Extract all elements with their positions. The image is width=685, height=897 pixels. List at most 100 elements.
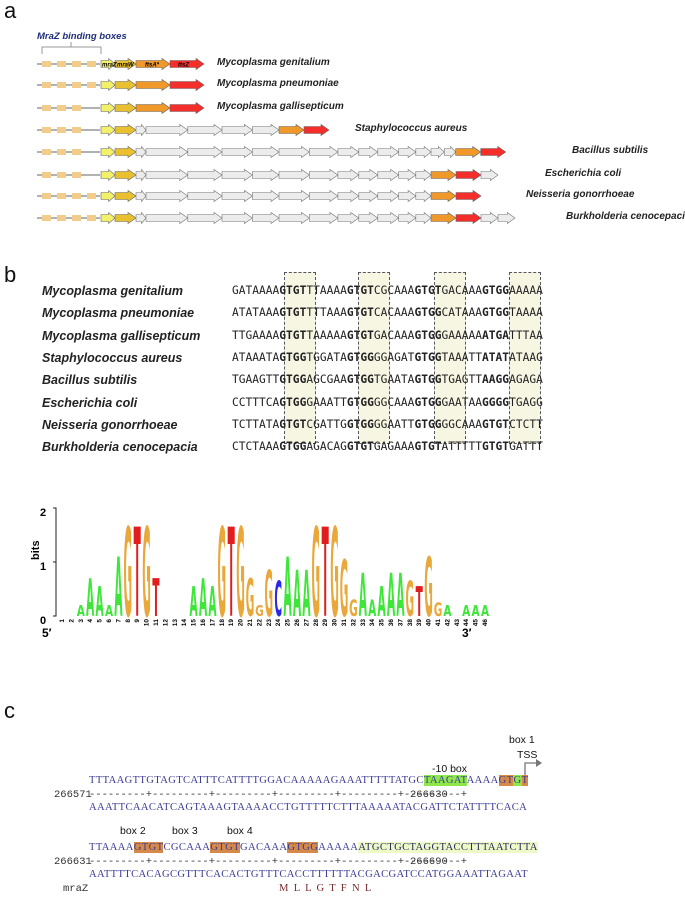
svg-text:G: G bbox=[255, 603, 264, 620]
svg-text:22: 22 bbox=[256, 619, 263, 627]
binding-boxes-label: MraZ binding boxes bbox=[37, 31, 127, 42]
svg-text:A: A bbox=[472, 603, 480, 620]
gene-label: mraZ bbox=[63, 883, 89, 895]
svg-text:A: A bbox=[208, 579, 216, 627]
svg-text:25: 25 bbox=[285, 619, 292, 627]
svg-text:A: A bbox=[114, 540, 122, 635]
alignment-species-label: Mycoplasma gallisepticum bbox=[42, 328, 201, 343]
svg-text:A: A bbox=[284, 540, 292, 635]
svg-text:41: 41 bbox=[435, 619, 442, 627]
alignment-species-label: Neisseria gonorrhoeae bbox=[42, 417, 178, 432]
alignment-sequence: TCTTATAGTGTCGATTGGTGGGGAATTGTGGGGCAAAGTG… bbox=[232, 417, 543, 431]
operon-species-label: Mycoplasma genitalium bbox=[217, 57, 330, 68]
svg-text:G: G bbox=[330, 505, 339, 640]
tss-arrow-icon bbox=[524, 759, 542, 778]
minus10-box: TAAGAT bbox=[423, 775, 467, 786]
protein-translation: M L L G T F N L bbox=[279, 883, 372, 894]
operon-species-label: Burkholderia cenocepacia bbox=[566, 211, 685, 222]
svg-text:13: 13 bbox=[172, 619, 179, 627]
svg-text:35: 35 bbox=[379, 619, 386, 627]
box2: GTGT bbox=[133, 842, 164, 853]
panel-label-a: a bbox=[4, 0, 17, 23]
svg-text:11: 11 bbox=[153, 619, 160, 626]
svg-text:27: 27 bbox=[303, 619, 310, 627]
svg-text:37: 37 bbox=[397, 619, 404, 627]
alignment-species-label: Staphylococcus aureus bbox=[42, 350, 183, 365]
coord-start-1: 266571 bbox=[54, 789, 92, 801]
svg-text:A: A bbox=[86, 567, 94, 628]
alignment-species-label: Burkholderia cenocepacia bbox=[42, 440, 198, 455]
seq-row2-top: TTAAAAGTGTCGCAAAGTGTGACAAAGTGGAAAAAATGCT… bbox=[89, 842, 538, 853]
binding-boxes-bracket bbox=[41, 42, 102, 54]
svg-text:T: T bbox=[152, 567, 159, 628]
svg-text:4: 4 bbox=[87, 619, 94, 623]
alignment-species-label: Mycoplasma genitalium bbox=[42, 284, 184, 298]
panel-label-b: b bbox=[4, 262, 17, 287]
svg-text:15: 15 bbox=[191, 619, 198, 627]
alignment-species-label: Escherichia coli bbox=[42, 395, 138, 410]
svg-text:12: 12 bbox=[162, 619, 169, 627]
svg-text:42: 42 bbox=[444, 619, 451, 627]
svg-text:1: 1 bbox=[59, 619, 66, 623]
svg-text:6: 6 bbox=[106, 619, 113, 623]
operon-arrows: mraZ mraW ftsA* ftsZ bbox=[37, 57, 516, 225]
operon-species-label: Staphylococcus aureus bbox=[355, 123, 468, 134]
box4: GTGG bbox=[287, 842, 319, 853]
svg-text:16: 16 bbox=[200, 619, 207, 627]
ytick-1: 1 bbox=[40, 561, 47, 573]
box1-a: GT bbox=[498, 775, 514, 786]
svg-text:18: 18 bbox=[219, 619, 226, 627]
svg-text:26: 26 bbox=[294, 619, 301, 627]
seq-row1-top: TTTAAGTTGTAGTCATTTCATTTTGGACAAAAAGAAATTT… bbox=[89, 775, 529, 786]
box4-label: box 4 bbox=[227, 825, 253, 837]
coord-end-2: 266690 bbox=[410, 856, 448, 868]
svg-text:A: A bbox=[481, 603, 489, 620]
alignment-sequence: ATATAAAGTGTTTTAAAGTGTCACAAAGTGGCATAAAGTG… bbox=[232, 306, 543, 320]
svg-text:A: A bbox=[302, 557, 310, 631]
svg-text:A: A bbox=[190, 579, 198, 627]
panel-label-c: c bbox=[4, 698, 15, 723]
tss-base: G bbox=[513, 775, 522, 786]
minus10-box-label: -10 box bbox=[432, 763, 468, 775]
alignment-sequence: ATAAATAGTGGTGGATAGTGGGGAGATGTGGTAAATTATA… bbox=[232, 350, 543, 364]
svg-text:33: 33 bbox=[360, 619, 367, 627]
coord-end-1: 266630 bbox=[410, 789, 448, 801]
svg-text:G: G bbox=[434, 599, 443, 621]
svg-text:G: G bbox=[217, 505, 226, 640]
svg-text:39: 39 bbox=[416, 619, 423, 627]
svg-text:A: A bbox=[396, 563, 404, 631]
box2-label: box 2 bbox=[120, 825, 146, 837]
svg-text:36: 36 bbox=[388, 619, 395, 627]
svg-text:2: 2 bbox=[68, 619, 75, 623]
svg-text:mraW: mraW bbox=[117, 63, 135, 69]
alignment-species-label: Mycoplasma pneumoniae bbox=[42, 306, 195, 321]
svg-text:T: T bbox=[134, 505, 141, 640]
box-column-2 bbox=[358, 272, 390, 444]
box-column-4 bbox=[509, 272, 541, 444]
svg-text:T: T bbox=[416, 579, 423, 627]
svg-text:45: 45 bbox=[473, 619, 480, 627]
alignment-sequence: TTGAAAAGTGTTAAAAAGTGTGACAAAGTGGGAAAAAATG… bbox=[232, 328, 543, 342]
svg-text:G: G bbox=[405, 573, 414, 628]
operon-species-label: Neisseria gonorrhoeae bbox=[526, 189, 635, 200]
svg-text:A: A bbox=[199, 567, 207, 628]
svg-text:9: 9 bbox=[134, 619, 141, 623]
ytick-0: 0 bbox=[40, 615, 47, 627]
operon-species-label: Escherichia coli bbox=[545, 168, 622, 179]
svg-text:3: 3 bbox=[78, 619, 85, 623]
svg-text:29: 29 bbox=[322, 619, 329, 627]
box1-label: box 1 bbox=[509, 734, 535, 746]
svg-text:T: T bbox=[228, 505, 235, 640]
svg-text:38: 38 bbox=[407, 619, 414, 627]
svg-text:G: G bbox=[246, 567, 255, 628]
svg-text:A: A bbox=[378, 579, 386, 627]
svg-text:7: 7 bbox=[115, 619, 122, 623]
svg-text:40: 40 bbox=[426, 619, 433, 627]
alignment-sequence: CTCTAAAGTGGAGACAGGTGTGAGAAAGTGTATTTTTGTG… bbox=[232, 440, 543, 454]
svg-text:30: 30 bbox=[332, 619, 339, 627]
svg-text:43: 43 bbox=[454, 619, 461, 627]
box1-c: T bbox=[521, 775, 529, 786]
svg-text:G: G bbox=[142, 505, 151, 640]
svg-text:A: A bbox=[293, 557, 301, 631]
